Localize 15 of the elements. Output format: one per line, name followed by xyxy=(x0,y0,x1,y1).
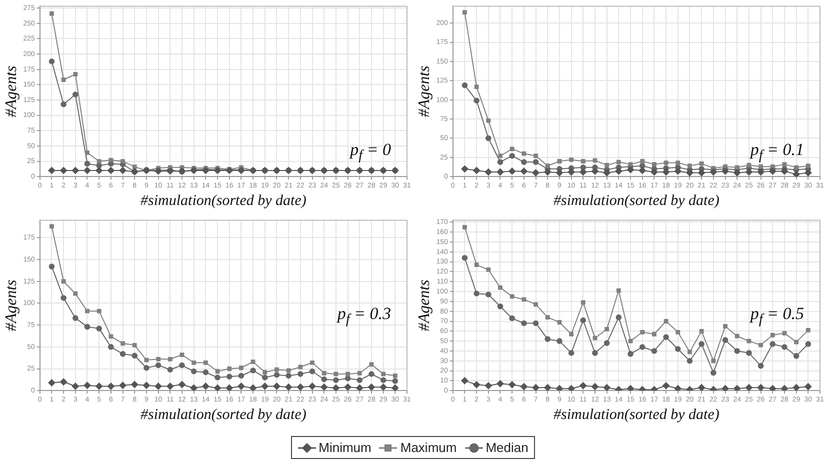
annotation: p$_{f}$ = 0.3 xyxy=(337,304,391,328)
legend-label: Minimum xyxy=(318,440,372,455)
x-axis-title: #simulation(sorted by date) xyxy=(140,406,306,423)
annotation: p$_{f}$ = 0.5 xyxy=(750,304,804,328)
y-axis-title: #Agents xyxy=(2,280,20,332)
annotation: p$_{f}$ = 0 xyxy=(350,140,391,164)
legend-label: Maximum xyxy=(400,440,457,455)
x-axis-title: #simulation(sorted by date) xyxy=(140,192,306,209)
y-axis-title: #Agents xyxy=(2,66,20,118)
y-axis-title: #Agents xyxy=(416,280,433,332)
y-axis-title: #Agents xyxy=(416,66,433,118)
annotation: p$_{f}$ = 0.1 xyxy=(750,140,804,164)
x-axis-title: #simulation(sorted by date) xyxy=(554,192,720,209)
legend-label: Median xyxy=(486,440,528,455)
x-axis-title: #simulation(sorted by date) xyxy=(554,406,720,423)
